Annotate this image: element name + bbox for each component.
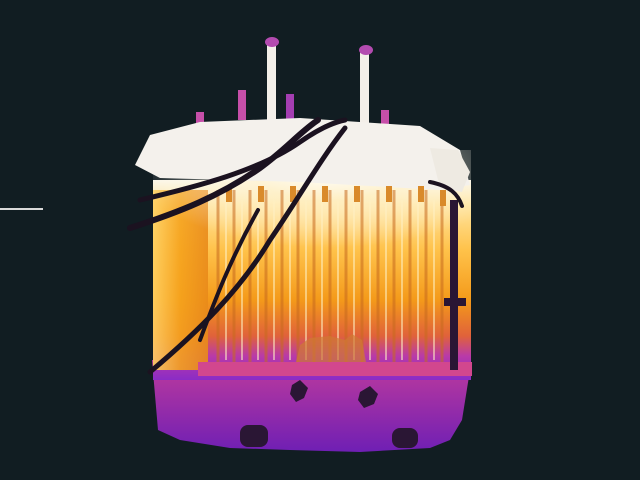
side-bracket [444, 200, 466, 370]
cables [127, 117, 464, 375]
bushings [196, 37, 389, 130]
transformer-body [135, 118, 471, 452]
valves [240, 380, 418, 448]
bottom-rail [198, 362, 472, 376]
cooling-fins [216, 186, 446, 362]
shadow-silhouette [296, 334, 366, 362]
